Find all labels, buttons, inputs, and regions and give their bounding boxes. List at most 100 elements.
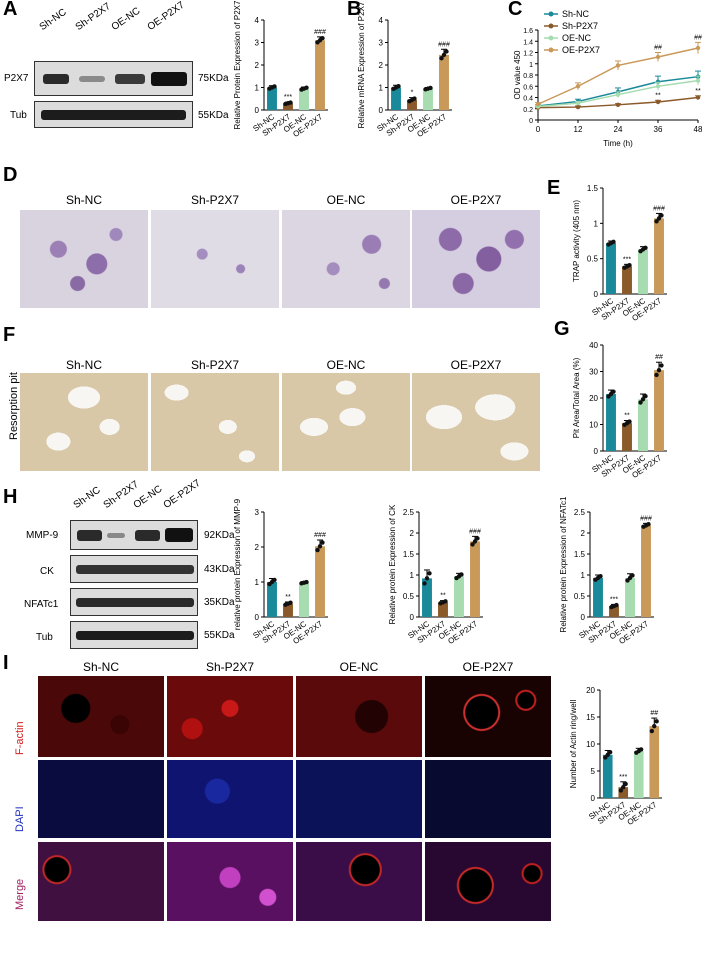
blot-h-row-label: CK: [40, 566, 54, 577]
data-point: [655, 79, 661, 84]
blot-a-kda: 55KDa: [198, 110, 229, 121]
y-tick-label: 0.6: [523, 84, 533, 91]
significance-label: ***: [610, 596, 618, 603]
data-point: [654, 719, 659, 724]
legend-marker: [548, 47, 554, 53]
bar: [423, 88, 433, 110]
bar: [602, 754, 613, 798]
y-tick-label: 1.5: [574, 550, 586, 559]
blot-h-lane-label: OE-P2X7: [161, 477, 203, 511]
data-point: [615, 92, 621, 97]
data-point: [659, 213, 664, 218]
band: [43, 74, 69, 84]
blot-a-kda: 75KDa: [198, 73, 229, 84]
y-tick-label: 0: [255, 106, 260, 115]
y-tick-label: 0.5: [403, 592, 415, 601]
image-d-title: OE-P2X7: [450, 193, 502, 207]
data-point: [695, 45, 701, 51]
y-tick-label: 30: [589, 368, 598, 377]
bar: [649, 726, 660, 798]
bar: [283, 103, 293, 110]
chart-a: 01234Sh-NC***Sh-P2X7OE-NC###OE-P2X7Relat…: [233, 0, 328, 139]
data-point: [315, 547, 320, 553]
y-axis-label: Relative protein Expression of CK: [388, 504, 397, 624]
bar: [638, 399, 648, 451]
chart-b: 01234Sh-NC*Sh-P2X7OE-NC###OE-P2X7Relativ…: [357, 1, 452, 139]
bar: [391, 87, 401, 110]
panel-label-g: G: [554, 318, 570, 340]
y-tick-label: 2.5: [574, 508, 586, 517]
significance-label: ***: [619, 774, 627, 781]
y-tick-label: 1: [255, 84, 260, 93]
significance-label: *: [411, 90, 414, 97]
y-tick-label: 1.2: [523, 51, 533, 58]
data-point: [655, 99, 661, 105]
y-tick-label: 3: [255, 39, 260, 48]
blot-a-lane-label: Sh-P2X7: [73, 1, 113, 34]
data-point: [443, 599, 448, 604]
image-i-row-label: Merge: [14, 878, 26, 910]
y-axis-label: OD value 450: [513, 50, 522, 99]
data-point: [288, 600, 293, 605]
blot-h-tub: [70, 621, 198, 649]
bar: [606, 243, 616, 294]
panel-label-c: C: [508, 0, 523, 20]
data-point: [272, 577, 277, 583]
y-tick-label: 0.5: [574, 592, 586, 601]
band: [76, 565, 194, 574]
y-tick-label: 2: [255, 61, 260, 70]
image-i-title: Sh-NC: [82, 660, 119, 674]
x-tick-label: 48: [694, 125, 703, 134]
chart-h-nfatc1: 00.511.522.5Sh-NC***Sh-P2X7OE-NC###OE-P2…: [559, 496, 654, 646]
merge-image: [296, 842, 422, 921]
data-point: [638, 400, 643, 405]
merge-image: [38, 842, 164, 921]
y-tick-label: 0.8: [523, 73, 533, 80]
data-point: [695, 95, 701, 100]
y-axis-label: Number of Actin ring/well: [569, 700, 578, 789]
data-point: [598, 573, 603, 579]
f-actin-image: [38, 676, 164, 757]
x-tick-label: 12: [574, 125, 583, 134]
image-i-title: OE-NC: [339, 660, 379, 674]
data-point: [428, 85, 433, 91]
resorption-pit-image: [151, 373, 279, 471]
data-point: [320, 36, 325, 41]
significance-label: ##: [650, 710, 658, 717]
significance-label: ##: [655, 354, 663, 361]
bar: [609, 606, 619, 617]
y-tick-label: 2.5: [403, 508, 415, 517]
dapi-image: [38, 760, 164, 838]
bar: [593, 577, 603, 617]
panel-label-f: F: [3, 324, 16, 346]
y-tick-label: 3: [255, 508, 260, 517]
blot-a-lane-label: OE-NC: [109, 5, 143, 33]
data-point: [656, 216, 662, 221]
x-tick-label: 36: [654, 125, 663, 134]
trap-stain-image: [151, 210, 279, 308]
f-actin-image: [167, 676, 293, 757]
data-point: [649, 728, 655, 734]
significance-label: ###: [314, 532, 326, 539]
legend-label: OE-P2X7: [562, 45, 600, 55]
significance-label: **: [624, 413, 630, 420]
bar: [283, 603, 293, 617]
trap-stain-image: [20, 210, 148, 308]
bar: [618, 787, 629, 798]
y-tick-label: 2: [410, 529, 415, 538]
band: [76, 598, 194, 607]
bar: [315, 546, 325, 617]
f-actin-image: [296, 676, 422, 757]
bar: [267, 87, 277, 110]
data-point: [607, 750, 613, 755]
data-point: [396, 83, 401, 89]
bar: [654, 370, 664, 451]
y-tick-label: 1.6: [523, 28, 533, 35]
y-tick-label: 2: [255, 543, 260, 552]
data-point: [288, 100, 293, 105]
panel-label-e: E: [547, 177, 561, 199]
data-point: [695, 78, 701, 83]
blot-h-row-label: MMP-9: [26, 530, 59, 541]
y-tick-label: 0.5: [587, 255, 599, 264]
data-point: [654, 219, 659, 224]
